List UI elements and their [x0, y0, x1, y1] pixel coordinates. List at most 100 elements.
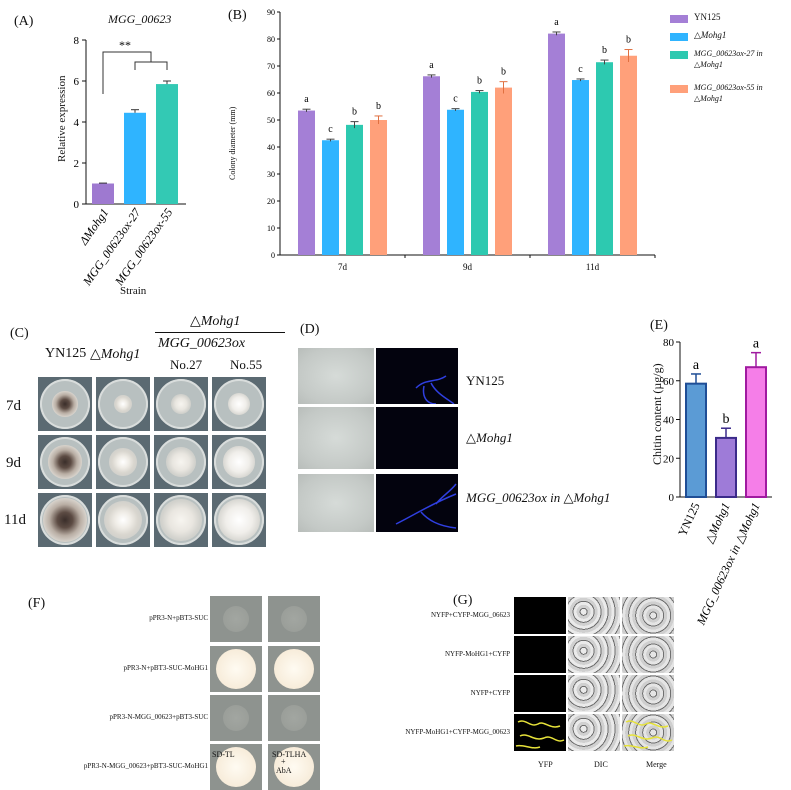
yeast-spot-tile	[210, 646, 262, 692]
significance-letter: a	[429, 60, 434, 71]
bar-b	[495, 87, 512, 255]
yfp-membrane	[623, 720, 673, 749]
calcofluor-fluorescence-image	[376, 348, 458, 404]
panel-f-col-aba: AbA	[276, 766, 292, 775]
significance-letter: b	[501, 67, 506, 78]
petri-dish	[98, 379, 148, 429]
y-tick-label: 90	[267, 8, 275, 17]
significance-letter: c	[328, 124, 333, 135]
y2h-construct-label: pPR3-N+pBT3-SUC-MoHG1	[123, 664, 208, 672]
petri-dish	[214, 437, 264, 487]
significance-bracket	[102, 51, 152, 94]
x-tick-label: 9d	[463, 262, 473, 272]
legend-label-ox55: MGG_00623ox-55 in △Mohg1	[694, 83, 763, 103]
plate-photo	[38, 493, 92, 547]
plate-photo	[38, 377, 92, 431]
dic-channel-image	[568, 597, 620, 634]
petri-dish	[156, 379, 206, 429]
y-tick-label: 50	[267, 116, 275, 125]
y2h-construct-label: pPR3-N-MGG_00623+pBT3-SUC	[109, 713, 208, 721]
y-tick-label: 6	[74, 76, 80, 88]
plate-photo	[154, 493, 208, 547]
significance-letter: a	[753, 337, 760, 352]
panel-c-header-line	[155, 332, 285, 333]
yeast-spot-tile	[210, 744, 262, 790]
significance-letter: c	[578, 64, 583, 75]
fungal-colony	[160, 499, 202, 541]
y-tick-label: 20	[663, 453, 675, 465]
panel-a-xlabel: Strain	[120, 285, 147, 297]
y-tick-label: 60	[267, 89, 275, 98]
yfp-channel-image	[514, 636, 566, 673]
yeast-colony	[281, 606, 307, 632]
bar-a-1	[124, 112, 146, 204]
fungal-colony	[227, 392, 251, 416]
panel-label-c: (C)	[10, 326, 29, 341]
legend-b: YN125 △Mohg1 MGG_00623ox-27 in △Mohg1 MG…	[670, 12, 790, 112]
dic-channel-image	[568, 675, 620, 712]
bifc-construct-label: NYFP+CYFP	[470, 689, 510, 697]
y2h-construct-label: pPR3-N-MGG_00623+pBT3-SUC-MoHG1	[83, 762, 208, 770]
y-tick-label: 0	[74, 199, 80, 211]
plate-photo	[154, 377, 208, 431]
bar-b	[322, 140, 339, 255]
panel-c-col-mohg1: △Mohg1	[90, 347, 141, 362]
yeast-spot-tile	[210, 695, 262, 741]
petri-dish	[156, 437, 206, 487]
calcofluor-fluorescence-image	[376, 474, 458, 532]
yeast-spot-tile	[210, 596, 262, 642]
bifc-construct-label: NYFP+CYFP-MGG_06623	[430, 611, 510, 619]
yfp-signal	[515, 720, 565, 749]
panel-c-header-strain: △Mohg1	[190, 314, 241, 329]
x-tick-label: △Mohg1	[702, 500, 733, 545]
fungal-colony	[109, 448, 137, 476]
panel-d-row-mohg1: △Mohg1	[466, 430, 513, 445]
panel-label-b: (B)	[228, 8, 247, 23]
bar-e-0	[685, 382, 707, 498]
x-tick-label: 11d	[586, 262, 600, 272]
bar-b	[447, 109, 464, 256]
yfp-channel-image	[514, 597, 566, 634]
y-tick-label: 8	[74, 35, 80, 47]
bifc-construct-label: NYFP-MoHG1+CYFP-MGG_00623	[405, 728, 510, 736]
plate-photo	[96, 377, 150, 431]
legend-label-yn125: YN125	[694, 12, 721, 22]
legend-item-yn125: YN125	[670, 12, 790, 30]
x-tick-label: YN125	[675, 500, 703, 538]
chart-e: 0 20 40 60 80 a YN125 b △Mohg1 a MGG_00623ox in △M…	[663, 337, 772, 628]
yeast-colony	[274, 649, 314, 689]
significance-letter: b	[602, 45, 607, 56]
significance-stars: **	[119, 38, 131, 52]
legend-swatch-yn125	[670, 15, 688, 23]
y-tick-label: 20	[267, 197, 275, 206]
plate-photo	[154, 435, 208, 489]
bifc-construct-label: NYFP-MoHG1+CYFP	[444, 650, 510, 658]
y-tick-label: 30	[267, 170, 275, 179]
petri-dish	[214, 379, 264, 429]
significance-letter: a	[693, 358, 700, 373]
merge-channel-image	[622, 714, 674, 751]
y-tick-label: 2	[74, 158, 80, 170]
panel-label-e: (E)	[650, 318, 668, 333]
panel-f-col-plus: +	[281, 757, 286, 766]
panel-c-col-yn125: YN125	[45, 346, 87, 361]
legend-item-ox55: MGG_00623ox-55 in △Mohg1	[670, 82, 790, 112]
significance-letter: c	[453, 94, 458, 105]
panel-label-d: (D)	[300, 322, 320, 337]
bar-a-0	[92, 183, 114, 204]
x-tick-label: MGG_00623ox in △Mohg1	[693, 500, 762, 628]
merge-channel-image	[622, 597, 674, 634]
merge-channel-image	[622, 636, 674, 673]
legend-item-mohg1: △Mohg1	[670, 30, 790, 48]
bar-b	[620, 55, 637, 255]
hyphae-stain	[415, 375, 455, 404]
bar-b	[471, 91, 488, 255]
merge-channel-image	[622, 675, 674, 712]
petri-dish	[214, 495, 264, 545]
plate-photo	[96, 493, 150, 547]
panel-c-col-no55: No.55	[230, 357, 263, 372]
bar-e-2	[745, 366, 767, 498]
significance-letter: b	[626, 35, 631, 46]
panel-label-g: (G)	[453, 593, 473, 608]
significance-letter: a	[554, 17, 559, 28]
